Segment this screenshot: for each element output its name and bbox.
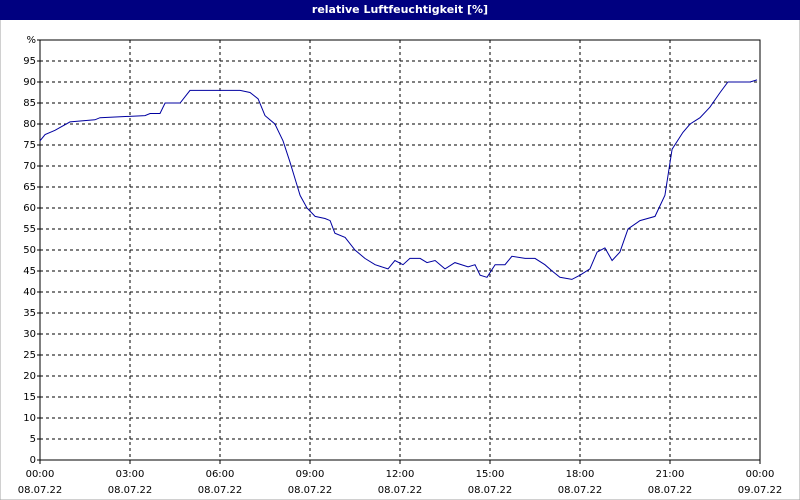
- x-tick-label: 06:00: [206, 469, 235, 480]
- chart-title: relative Luftfeuchtigkeit [%]: [312, 3, 488, 16]
- y-tick-label: 25: [23, 350, 36, 361]
- y-tick-label: 35: [23, 308, 36, 319]
- y-tick-label: 95: [23, 56, 36, 67]
- x-tick-label: 12:00: [386, 469, 415, 480]
- title-bar: [0, 0, 800, 20]
- y-tick-label: 85: [23, 98, 36, 109]
- y-tick-label: 75: [23, 140, 36, 151]
- x-tick-label: 08.07.22: [288, 485, 333, 496]
- x-tick-label: 00:00: [26, 469, 55, 480]
- y-tick-label: 80: [23, 119, 36, 130]
- x-tick-label: 03:00: [116, 469, 145, 480]
- y-tick-label: 55: [23, 224, 36, 235]
- y-tick-label: 90: [23, 77, 36, 88]
- y-tick-label: %: [26, 35, 36, 46]
- y-tick-label: 70: [23, 161, 36, 172]
- x-tick-label: 09.07.22: [738, 485, 783, 496]
- x-tick-label: 15:00: [476, 469, 505, 480]
- y-tick-label: 10: [23, 413, 36, 424]
- x-tick-label: 08.07.22: [378, 485, 423, 496]
- y-tick-label: 5: [30, 434, 36, 445]
- data-line: [39, 79, 758, 280]
- y-tick-label: 15: [23, 392, 36, 403]
- y-tick-label: 40: [23, 287, 36, 298]
- y-tick-label: 50: [23, 245, 36, 256]
- x-tick-label: 21:00: [656, 469, 685, 480]
- y-tick-label: 20: [23, 371, 36, 382]
- y-tick-label: 65: [23, 182, 36, 193]
- y-tick-label: 60: [23, 203, 36, 214]
- x-tick-label: 08.07.22: [18, 485, 63, 496]
- x-tick-label: 08.07.22: [468, 485, 513, 496]
- y-tick-label: 45: [23, 266, 36, 277]
- x-tick-label: 08.07.22: [108, 485, 153, 496]
- x-tick-label: 09:00: [296, 469, 325, 480]
- y-tick-label: 30: [23, 329, 36, 340]
- x-tick-label: 08.07.22: [198, 485, 243, 496]
- x-tick-label: 08.07.22: [558, 485, 603, 496]
- x-tick-label: 00:00: [746, 469, 775, 480]
- x-tick-label: 08.07.22: [648, 485, 693, 496]
- y-tick-label: 0: [30, 455, 36, 466]
- x-tick-label: 18:00: [566, 469, 595, 480]
